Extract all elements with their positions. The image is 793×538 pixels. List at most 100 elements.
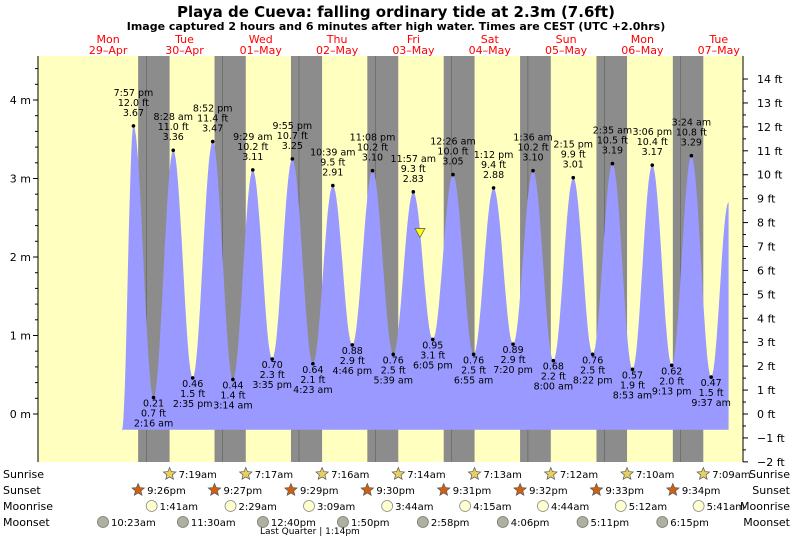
low-tide-label: 8:53 am xyxy=(613,390,652,401)
moonset-time: 6:15pm xyxy=(670,518,709,529)
low-tide-label: 0.44 xyxy=(222,380,243,391)
sunset-time: 9:27pm xyxy=(224,486,263,497)
sunrise-time: 7:12am xyxy=(560,470,598,481)
low-tide-point xyxy=(551,358,556,363)
tide-area xyxy=(122,125,729,430)
low-tide-point xyxy=(391,352,396,357)
moonset-time: 12:40pm xyxy=(271,518,316,529)
high-tide-label: 3.29 xyxy=(681,138,702,149)
height-axes: 0 m 1 m 2 m 3 m 4 m −2 ft −1 ft 0 ft 1 ft 2 ft 3 f… xyxy=(10,56,785,469)
low-tide-label: 1.9 ft xyxy=(620,380,645,391)
day-label-dow: Tue xyxy=(174,33,194,46)
low-tide-point xyxy=(151,395,156,400)
high-tide-label: 10.4 ft xyxy=(637,137,668,148)
astro-row-label-right: Moonset xyxy=(743,516,790,529)
feet-tick-label: 8 ft xyxy=(757,217,776,230)
moonrise-time: 4:44am xyxy=(551,502,589,513)
high-tide-label: 12.0 ft xyxy=(118,98,149,109)
high-tide-label: 10.7 ft xyxy=(277,131,308,142)
astro-row-label-right: Moonrise xyxy=(740,500,790,513)
chart-title: Playa de Cueva: falling ordinary tide at… xyxy=(177,3,615,21)
low-tide-point xyxy=(430,337,435,342)
high-tide-label: 3.67 xyxy=(123,108,144,119)
high-tide-point xyxy=(411,190,416,194)
high-tide-point xyxy=(331,183,335,188)
low-tide-label: 0.62 xyxy=(661,366,682,377)
sunrise-icon xyxy=(620,466,635,481)
day-label-date: 06–May xyxy=(621,44,664,57)
feet-tick-label: 9 ft xyxy=(757,193,776,206)
moonset-icon xyxy=(97,516,109,528)
feet-tick-label: 10 ft xyxy=(757,169,783,182)
high-tide-label: 10:39 am xyxy=(310,148,355,159)
day-label-date: 29–Apr xyxy=(89,44,128,57)
low-tide-label: 2.0 ft xyxy=(659,376,684,387)
high-tide-label: 3.25 xyxy=(282,141,303,152)
low-tide-label: 0.70 xyxy=(262,360,283,371)
low-tide-label: 0.76 xyxy=(463,355,484,366)
high-tide-point xyxy=(610,161,615,166)
low-tide-point xyxy=(709,375,713,379)
high-tide-point xyxy=(250,168,255,172)
low-tide-point xyxy=(590,352,595,357)
sunset-icon xyxy=(131,482,146,497)
sunrise-time: 7:14am xyxy=(407,470,445,481)
high-tide-label: 10.0 ft xyxy=(437,147,468,158)
low-tide-label: 8:00 am xyxy=(534,382,573,393)
sunrise-time: 7:10am xyxy=(636,470,674,481)
high-tide-label: 3.01 xyxy=(563,160,584,171)
sunrise-icon xyxy=(162,466,177,481)
low-tide-label: 0.76 xyxy=(582,355,603,366)
high-tide-label: 9.5 ft xyxy=(320,158,345,169)
low-tide-label: 0.76 xyxy=(383,355,404,366)
high-tide-point xyxy=(171,148,176,153)
sunset-time: 9:33pm xyxy=(605,486,644,497)
high-tide-label: 11:57 am xyxy=(391,154,436,165)
sunset-icon xyxy=(283,482,298,497)
sunrise-icon xyxy=(315,466,330,481)
moonrise-icon xyxy=(614,500,627,512)
low-tide-label: 1.5 ft xyxy=(699,388,724,399)
sunrise-icon xyxy=(543,466,558,481)
moonrise-icon xyxy=(459,500,472,512)
moonset-icon xyxy=(656,516,669,528)
low-tide-label: 0.21 xyxy=(143,399,164,410)
high-tide-label: 3.19 xyxy=(602,146,623,157)
astro-row-label-left: Moonrise xyxy=(3,500,53,513)
high-tide-point xyxy=(210,139,215,144)
low-tide-label: 2.5 ft xyxy=(580,365,605,376)
low-tide-label: 2.9 ft xyxy=(501,355,526,366)
day-label-date: 07–May xyxy=(698,44,741,57)
low-tide-label: 2.2 ft xyxy=(541,372,566,383)
low-tide-label: 2.9 ft xyxy=(340,356,365,367)
current-tide-marker-group xyxy=(414,228,426,239)
high-tide-label: 7:57 pm xyxy=(114,88,154,99)
day-label-dow: Sun xyxy=(556,33,577,46)
low-tide-point xyxy=(630,367,635,372)
sunset-icon xyxy=(665,482,680,497)
low-tide-label: 0.46 xyxy=(182,379,203,390)
moonrise-icon xyxy=(145,500,158,512)
high-tide-label: 11.0 ft xyxy=(158,122,189,133)
astronomy-table: Sunrise Sunrise Sunset Sunset Moonrise Moonri… xyxy=(3,466,791,537)
moonrise-icon xyxy=(303,500,315,512)
moonrise-icon xyxy=(537,500,549,512)
high-tide-label: 2.83 xyxy=(403,174,424,185)
low-tide-label: 3:14 am xyxy=(213,400,252,411)
high-tide-label: 11.4 ft xyxy=(197,114,228,125)
current-tide-marker xyxy=(414,228,426,239)
sunrise-time: 7:17am xyxy=(255,470,293,481)
high-tide-label: 1:36 am xyxy=(513,133,552,144)
sunset-time: 9:34pm xyxy=(682,486,721,497)
feet-tick-label: 2 ft xyxy=(757,360,776,373)
low-tide-point xyxy=(471,352,476,357)
low-tide-label: 4:46 pm xyxy=(332,366,372,377)
high-tide-label: 9:55 pm xyxy=(273,121,313,132)
low-tide-label: 0.89 xyxy=(502,345,523,356)
day-label-date: 05–May xyxy=(545,44,588,57)
high-tide-label: 2.88 xyxy=(483,170,504,181)
moonrise-time: 4:15am xyxy=(473,502,511,513)
day-label-dow: Thu xyxy=(326,33,348,46)
moonset-icon xyxy=(337,516,349,528)
